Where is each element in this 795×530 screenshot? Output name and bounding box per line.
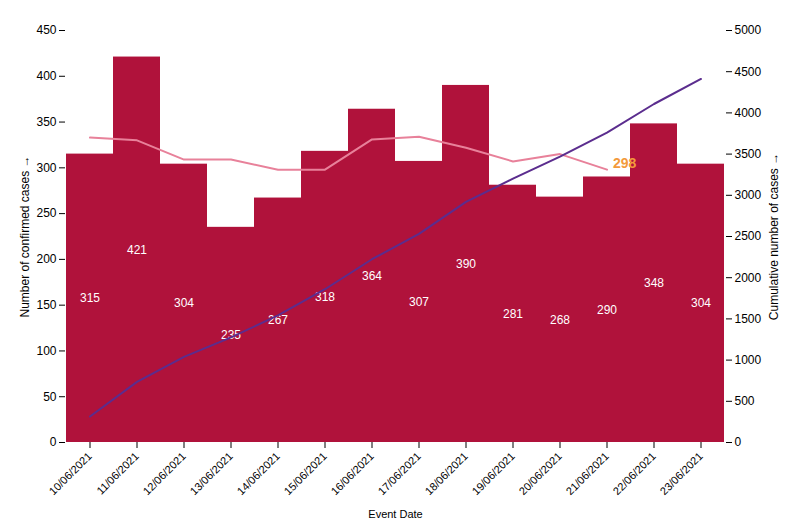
svg-text:304: 304 <box>691 296 711 310</box>
svg-text:421: 421 <box>127 243 147 257</box>
svg-text:100: 100 <box>36 344 56 358</box>
svg-text:1500: 1500 <box>735 312 762 326</box>
svg-text:5000: 5000 <box>735 23 762 37</box>
svg-text:400: 400 <box>36 69 56 83</box>
svg-text:19/06/2021: 19/06/2021 <box>469 450 516 497</box>
svg-text:Number of confirmed cases →: Number of confirmed cases → <box>18 155 32 317</box>
svg-text:4000: 4000 <box>735 106 762 120</box>
svg-text:18/06/2021: 18/06/2021 <box>422 450 469 497</box>
svg-text:0: 0 <box>50 435 57 449</box>
svg-text:150: 150 <box>36 298 56 312</box>
svg-text:2500: 2500 <box>735 229 762 243</box>
svg-text:300: 300 <box>36 161 56 175</box>
svg-text:318: 318 <box>315 290 335 304</box>
svg-text:298: 298 <box>613 155 637 171</box>
svg-text:3000: 3000 <box>735 188 762 202</box>
svg-text:304: 304 <box>174 296 194 310</box>
svg-text:20/06/2021: 20/06/2021 <box>516 450 563 497</box>
svg-text:Cumulative number of cases →: Cumulative number of cases → <box>767 153 781 320</box>
svg-text:23/06/2021: 23/06/2021 <box>657 450 704 497</box>
svg-text:281: 281 <box>503 307 523 321</box>
svg-text:350: 350 <box>36 115 56 129</box>
svg-text:200: 200 <box>36 252 56 266</box>
svg-text:10/06/2021: 10/06/2021 <box>46 450 93 497</box>
svg-text:235: 235 <box>221 327 241 342</box>
svg-text:4500: 4500 <box>735 65 762 79</box>
svg-text:268: 268 <box>550 313 570 327</box>
svg-text:450: 450 <box>36 23 56 37</box>
svg-text:290: 290 <box>597 303 617 317</box>
svg-text:2000: 2000 <box>735 271 762 285</box>
svg-text:50: 50 <box>43 390 57 404</box>
svg-text:22/06/2021: 22/06/2021 <box>610 450 657 497</box>
svg-text:13/06/2021: 13/06/2021 <box>187 450 234 497</box>
svg-text:16/06/2021: 16/06/2021 <box>328 450 375 497</box>
svg-text:364: 364 <box>362 269 382 283</box>
svg-text:267: 267 <box>268 313 288 328</box>
svg-text:500: 500 <box>735 394 755 408</box>
svg-text:11/06/2021: 11/06/2021 <box>94 450 141 497</box>
svg-text:17/06/2021: 17/06/2021 <box>375 450 422 497</box>
svg-text:12/06/2021: 12/06/2021 <box>140 450 187 497</box>
svg-text:390: 390 <box>456 257 476 271</box>
svg-text:1000: 1000 <box>735 353 762 367</box>
svg-text:15/06/2021: 15/06/2021 <box>281 450 328 497</box>
svg-text:0: 0 <box>735 435 742 449</box>
svg-text:14/06/2021: 14/06/2021 <box>234 450 281 497</box>
svg-text:315: 315 <box>80 291 100 305</box>
svg-text:3500: 3500 <box>735 147 762 161</box>
svg-text:Event Date: Event Date <box>368 508 422 520</box>
svg-text:307: 307 <box>409 295 429 309</box>
svg-text:21/06/2021: 21/06/2021 <box>563 450 610 497</box>
svg-text:348: 348 <box>644 276 664 290</box>
svg-text:250: 250 <box>36 206 56 220</box>
